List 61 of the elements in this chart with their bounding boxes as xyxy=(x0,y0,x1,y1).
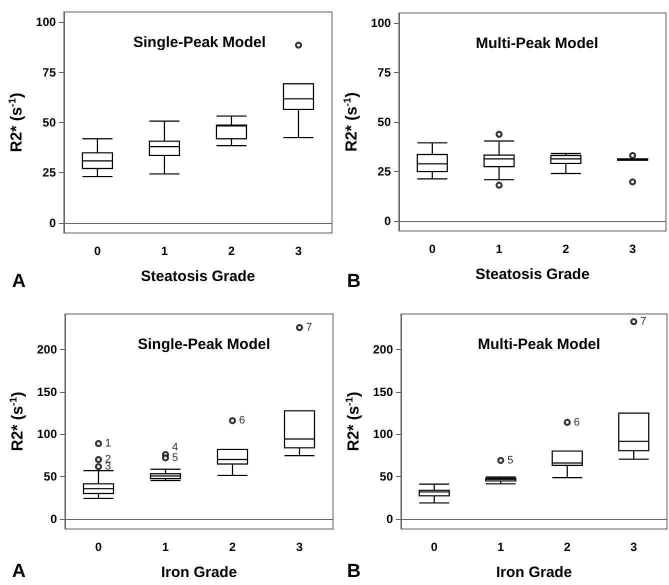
y-tick-label: 0 xyxy=(386,512,394,526)
text: Single-Peak Model xyxy=(133,34,266,51)
y-tick-label: 0 xyxy=(384,214,392,228)
y-tick-label: 25 xyxy=(378,164,392,179)
y-tick-label: 50 xyxy=(42,116,56,130)
y-tick-label: 25 xyxy=(42,166,56,180)
y-tick-label: 0 xyxy=(50,512,58,526)
y-tick-label: 50 xyxy=(380,470,394,484)
x-tick-label: 3 xyxy=(296,540,304,554)
x-tick-label: 1 xyxy=(162,540,170,554)
x-tick-label: 3 xyxy=(629,242,636,256)
y-tick-label: 50 xyxy=(378,115,392,129)
y-tick-label: 75 xyxy=(378,65,392,80)
text: A xyxy=(12,561,26,582)
y-axis-title: R2* (s-1) xyxy=(8,392,27,452)
annotation: 6 xyxy=(574,416,580,428)
x-tick-label: 0 xyxy=(428,242,436,256)
x-tick-label: 2 xyxy=(228,244,236,258)
y-tick-label: 200 xyxy=(372,342,394,357)
annotation: 5 xyxy=(507,454,514,466)
y-axis-title: R2* (s-1) xyxy=(344,392,363,452)
annotation: 6 xyxy=(239,414,246,427)
x-tick-label: 2 xyxy=(564,540,571,554)
x-axis-title: Steatosis Grade xyxy=(140,268,256,285)
text: Single-Peak Model xyxy=(138,336,270,353)
annotation: 7 xyxy=(640,316,646,328)
x-tick-label: 0 xyxy=(94,244,102,258)
annotation: 4 xyxy=(172,442,178,454)
x-tick-label: 1 xyxy=(161,244,168,258)
y-tick-label: 50 xyxy=(44,470,58,484)
y-tick-label: 100 xyxy=(370,16,392,30)
annotation: 1 xyxy=(105,438,112,450)
annotation: 5 xyxy=(172,452,178,464)
text: B xyxy=(347,271,361,292)
text: A xyxy=(12,271,26,292)
y-tick-label: 150 xyxy=(36,384,58,399)
y-axis-title: R2* (s-1) xyxy=(342,92,360,152)
x-tick-label: 0 xyxy=(430,540,438,554)
text: Multi-Peak Model xyxy=(478,336,600,353)
y-tick-label: 200 xyxy=(36,342,58,357)
x-axis-title: Iron Grade xyxy=(161,564,237,581)
text: Multi-Peak Model xyxy=(476,35,598,52)
text: B xyxy=(347,561,361,582)
y-axis-title: R2* (s-1) xyxy=(8,92,26,152)
x-tick-label: 1 xyxy=(497,540,504,554)
x-tick-label: 3 xyxy=(295,244,302,258)
x-tick-label: 0 xyxy=(95,540,102,554)
y-tick-label: 150 xyxy=(372,384,394,399)
x-axis-title: Steatosis Grade xyxy=(475,266,590,283)
x-tick-label: 2 xyxy=(562,242,570,256)
y-tick-label: 100 xyxy=(36,427,58,442)
y-tick-label: 100 xyxy=(372,427,394,442)
x-tick-label: 1 xyxy=(496,242,503,256)
x-tick-label: 3 xyxy=(630,540,638,554)
y-tick-label: 75 xyxy=(42,65,56,80)
x-axis-title: Iron Grade xyxy=(496,564,572,581)
annotation: 3 xyxy=(105,460,112,473)
x-tick-label: 2 xyxy=(229,540,236,554)
annotation: 7 xyxy=(306,322,312,334)
y-tick-label: 0 xyxy=(49,216,56,230)
y-tick-label: 100 xyxy=(36,15,56,30)
